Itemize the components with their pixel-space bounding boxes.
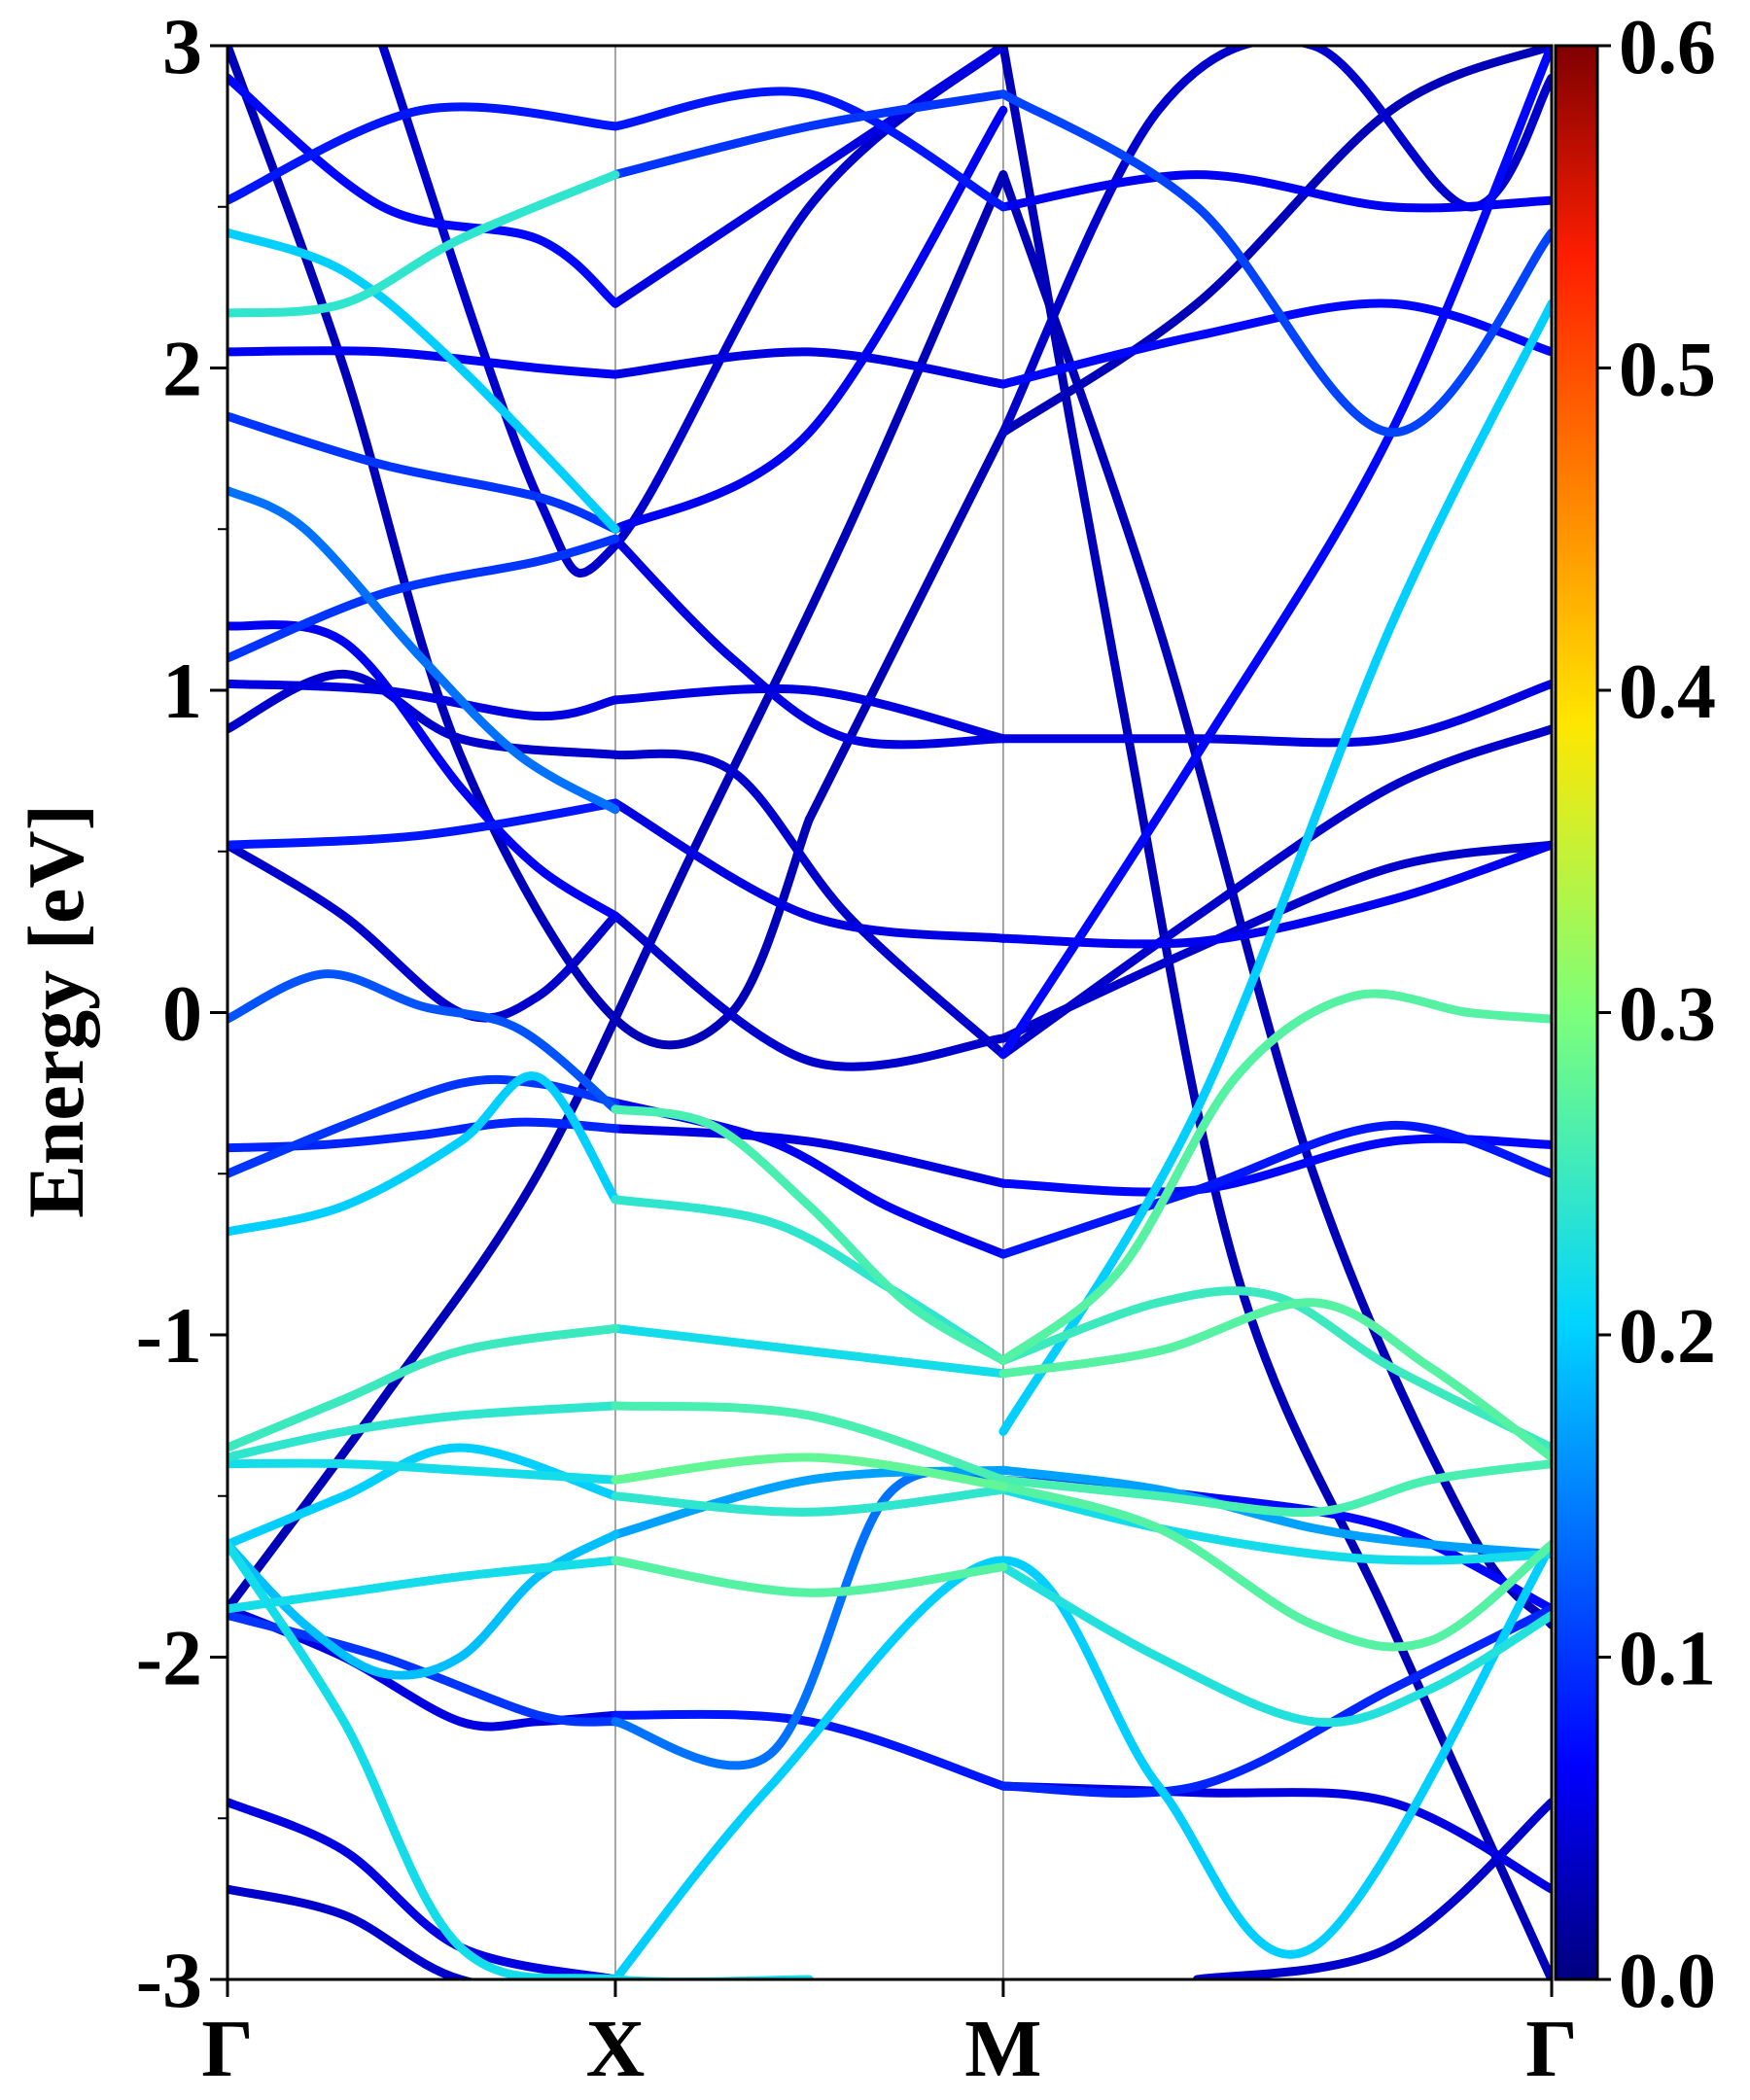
band-line <box>228 620 620 921</box>
band-line <box>998 724 1552 1060</box>
x-tick-label: X <box>586 2004 646 2094</box>
band-line <box>998 46 1552 438</box>
band-line <box>611 1556 1008 1597</box>
y-tick-label: -3 <box>136 1936 202 2024</box>
band-line <box>611 749 1008 1060</box>
band-line <box>228 798 620 850</box>
colorbar-tick-label: 0.5 <box>1619 328 1716 413</box>
band-line <box>998 46 1552 1979</box>
band-line <box>228 1798 620 1979</box>
band-line <box>228 840 620 1023</box>
y-axis-ticks: 3 2 1 0 -1 -2 -3 <box>136 2 228 2024</box>
colorbar-tick-label: 0.1 <box>1619 1617 1716 1702</box>
y-axis-label: Energy [eV] <box>12 804 100 1218</box>
band-line <box>611 87 1008 212</box>
band-line <box>611 105 1008 534</box>
band-line <box>228 102 620 205</box>
band-line <box>228 486 620 815</box>
band-line <box>611 1465 1008 1539</box>
y-tick-label: -1 <box>136 1291 202 1380</box>
band-line <box>228 1074 620 1178</box>
band-line <box>998 1459 1552 1518</box>
band-line <box>998 1465 1552 1558</box>
band-line <box>998 840 1552 949</box>
band-line <box>611 1485 1008 1517</box>
band-line <box>228 170 1008 1614</box>
colorbar-tick-label: 0.0 <box>1619 1939 1716 2024</box>
band-line <box>228 346 620 379</box>
band-line <box>228 1540 814 1979</box>
band-line <box>228 170 620 318</box>
band-line <box>998 170 1552 213</box>
band-line <box>998 298 1552 389</box>
x-tick-label: M <box>964 2004 1041 2094</box>
band-line <box>228 1323 620 1452</box>
band-line <box>998 298 1552 1436</box>
band-line <box>611 1401 1008 1485</box>
band-line <box>611 89 1008 180</box>
band-line <box>228 228 620 534</box>
colorbar-tick-label: 0.4 <box>1619 649 1716 735</box>
band-line <box>611 1323 1008 1379</box>
band-line <box>998 1134 1552 1197</box>
y-tick-label: -2 <box>136 1614 202 1702</box>
band-line <box>998 989 1552 1365</box>
colorbar-ticks: 0.6 0.5 0.4 0.3 0.2 0.1 0.0 <box>1597 5 1716 2024</box>
y-tick-label: 3 <box>162 2 202 90</box>
band-line <box>611 911 1008 1071</box>
y-tick-label: 1 <box>162 647 202 735</box>
colorbar-tick-label: 0.6 <box>1619 5 1716 90</box>
band-line <box>228 73 620 308</box>
band-line <box>611 1104 1008 1365</box>
band-line <box>611 1098 1008 1259</box>
band-line <box>611 683 1008 744</box>
band-line <box>998 1604 1552 1798</box>
band-line <box>228 679 620 721</box>
band-line <box>611 534 1008 750</box>
band-line <box>228 1556 620 1614</box>
colorbar-tick-label: 0.2 <box>1619 1294 1716 1380</box>
band-line <box>611 798 1008 943</box>
y-tick-label: 2 <box>162 325 202 413</box>
band-line <box>998 1485 1552 1565</box>
x-tick-label: Γ <box>1525 2004 1577 2094</box>
band-line <box>998 679 1552 748</box>
band-line <box>228 1401 620 1462</box>
band-line <box>998 1286 1552 1452</box>
band-lines <box>228 46 1552 1979</box>
band-line <box>611 1709 1008 1791</box>
band-line <box>998 1562 1552 1728</box>
band-line <box>228 1071 620 1237</box>
band-line <box>611 347 1008 389</box>
band-line <box>611 1195 1008 1365</box>
x-tick-label: Γ <box>201 2004 253 2094</box>
band-line <box>611 46 1008 308</box>
band-line <box>228 1530 620 1680</box>
colorbar <box>1554 44 1599 1981</box>
colorbar-tick-label: 0.3 <box>1619 972 1716 1058</box>
band-line <box>378 46 1008 578</box>
band-line <box>228 534 620 663</box>
band-line <box>804 428 1008 824</box>
band-line <box>228 1884 480 1979</box>
band-line <box>228 969 620 1114</box>
band-line <box>998 89 1552 438</box>
band-line <box>998 1482 1552 1652</box>
band-line <box>228 1458 620 1485</box>
band-line <box>998 1298 1552 1462</box>
band-line <box>1192 1798 1552 1979</box>
y-tick-label: 0 <box>162 969 202 1058</box>
band-line <box>998 1120 1552 1259</box>
band-line <box>998 46 1552 1060</box>
band-line <box>228 411 620 534</box>
band-line <box>611 1452 1008 1491</box>
band-line <box>611 1540 1552 1979</box>
band-line <box>611 1124 1008 1188</box>
band-line <box>998 170 1552 1629</box>
